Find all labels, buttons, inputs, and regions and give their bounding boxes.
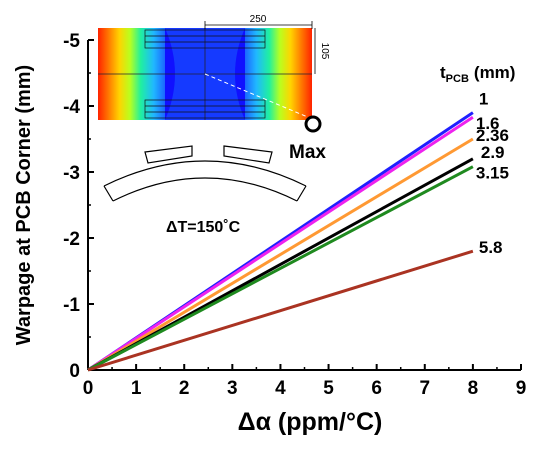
x-tick-label: 7 [419,378,430,399]
chip-outline-top [144,29,266,49]
x-ticks: 0 1 2 3 4 5 6 7 8 9 [83,364,527,399]
series-labels: 1 1.62.362.9 3.15 5.8 [476,90,509,258]
board-left-end [103,185,114,202]
x-axis-title: Δα (ppm/°C) [238,408,383,436]
y-tick-label: -4 [63,97,80,118]
x-tick-label: 4 [275,378,286,399]
x-tick-label: 1 [131,378,142,399]
series-label: 1 [479,90,488,109]
max-marker [304,115,322,133]
chip-right [223,145,273,164]
series-lines [87,111,474,372]
max-label: Max [289,142,326,163]
x-tick-label: 5 [323,378,334,399]
x-tick-label: 3 [227,378,238,399]
x-tick-label: 8 [468,378,479,399]
inset-bending-schematic [103,145,307,202]
series-line [87,115,474,372]
y-tick-label: -3 [63,163,80,184]
series-line [87,137,474,372]
x-tick-label: 0 [83,378,94,399]
series-label: 2.36 [476,126,509,145]
x-tick-label: 2 [179,378,190,399]
diagonal-guide [204,73,311,119]
legend-title-unit: (mm) [474,63,516,82]
dim-width-label: 250 [250,14,267,25]
chip-outline-bottom [144,99,266,119]
series-line [87,249,474,372]
x-tick-label: 9 [516,378,527,399]
legend-title-t: t [440,63,446,82]
dim-height-label: 105 [319,43,330,60]
y-tick-label: 0 [69,361,80,382]
y-tick-label: -5 [63,31,80,52]
legend-title-sub: PCB [446,73,469,85]
series-label: 2.9 [481,143,505,162]
series-label: 5.8 [479,238,503,257]
legend-title: tPCB (mm) [440,63,515,85]
inset-contour: 250 105 Max [98,14,330,163]
series-label: 1.6 [476,114,500,133]
y-tick-label: -1 [63,295,80,316]
y-tick-label: -2 [63,229,80,250]
series-line [87,165,474,372]
board-inner-arc [112,177,298,202]
chip-left [144,145,193,164]
board-right-end [296,185,307,202]
x-tick-label: 6 [371,378,382,399]
y-axis-title: Warpage at PCB Corner (mm) [13,65,35,345]
temperature-label: ΔT=150˚C [166,219,241,236]
series-label: 3.15 [476,164,509,183]
board-outer-arc [103,160,307,187]
y-ticks: 0 -1 -2 -3 -4 -5 [63,31,94,382]
